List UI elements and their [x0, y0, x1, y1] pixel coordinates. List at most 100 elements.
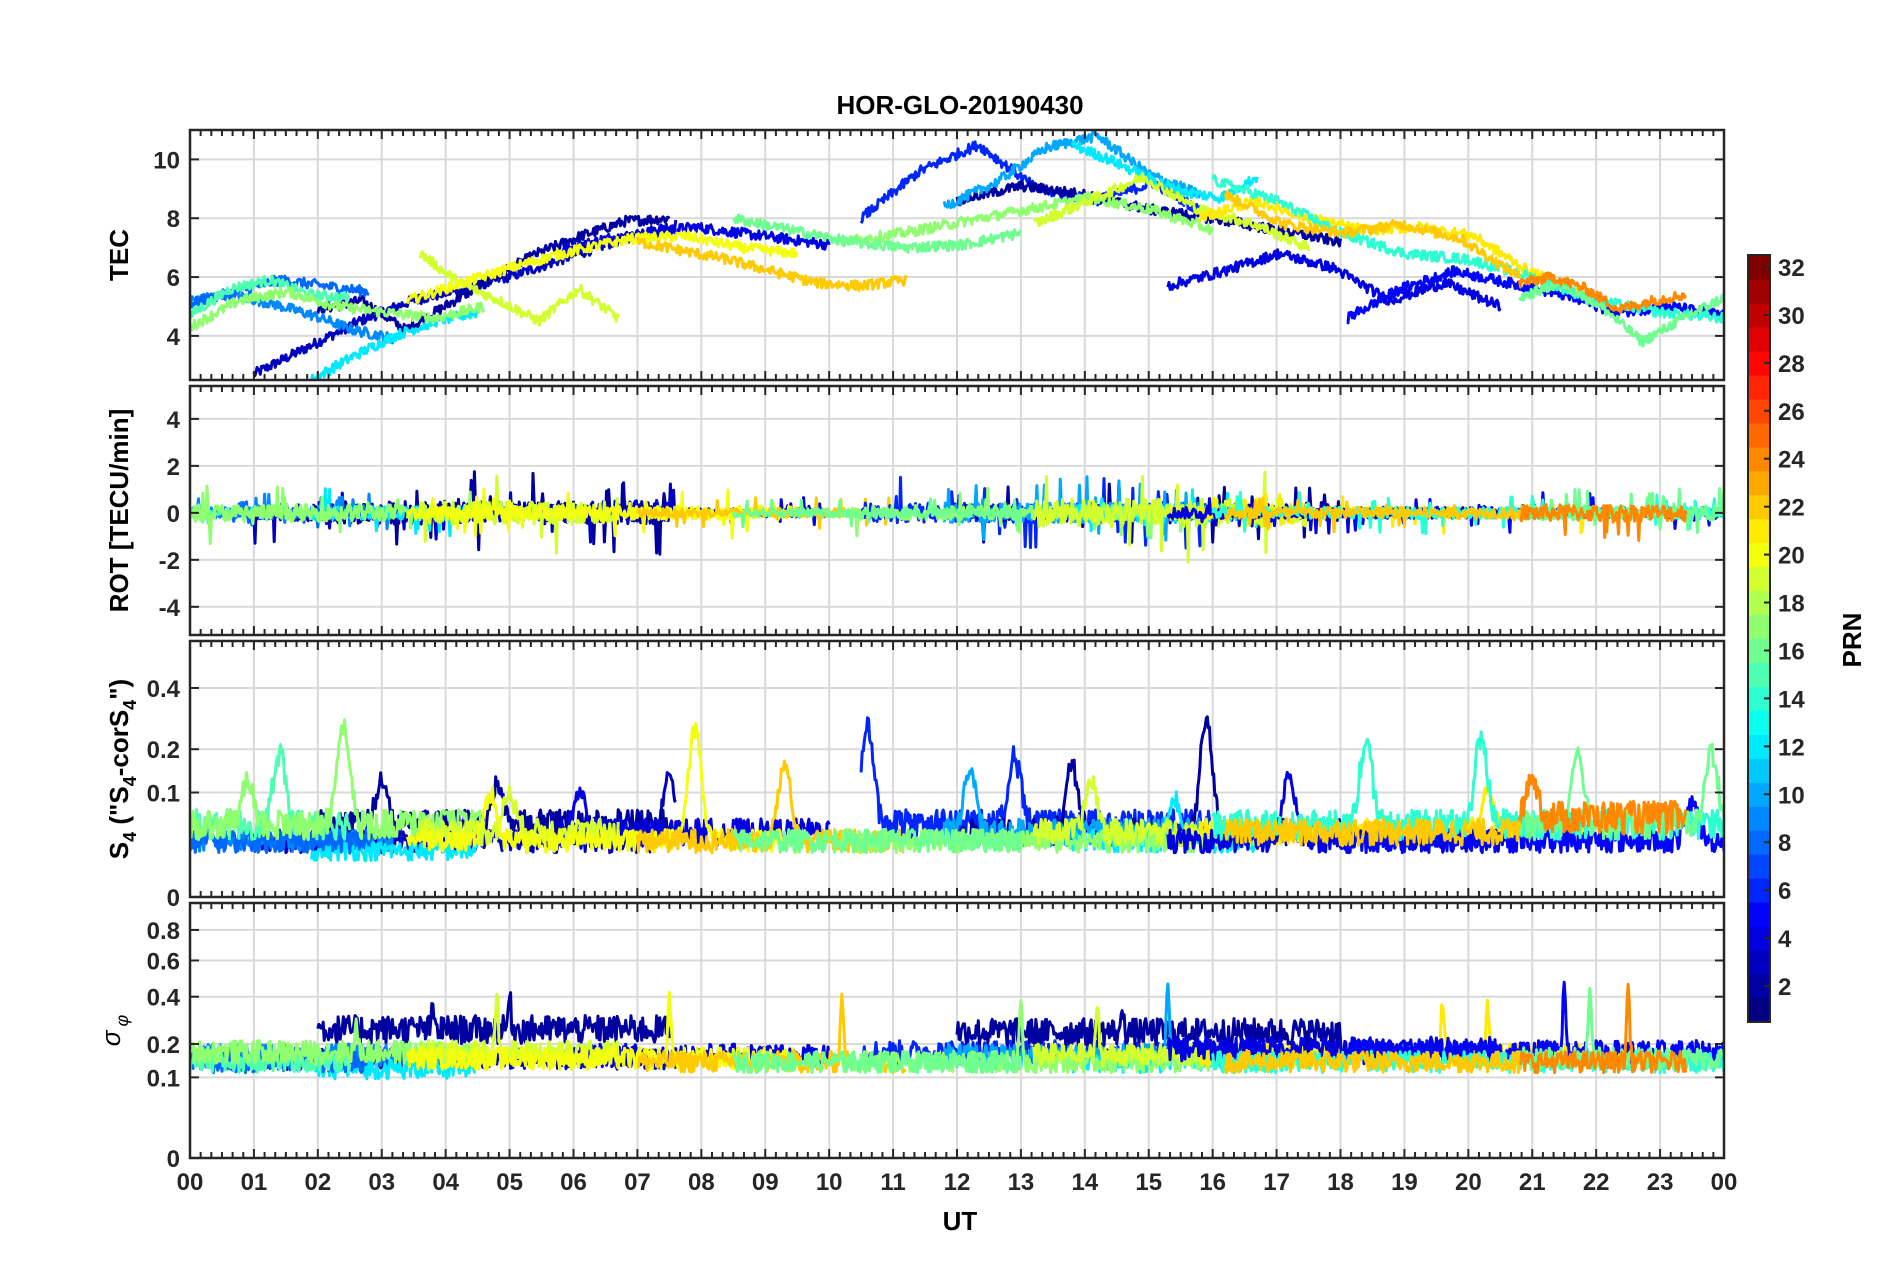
x-tick-label-1: 01 — [241, 1169, 268, 1196]
y-axis-label-sigma: σφ — [96, 1015, 132, 1047]
colorbar-label: PRN — [1837, 613, 1867, 668]
x-tick-label-12: 12 — [944, 1169, 971, 1196]
y-tick-label-s4-1: 0.1 — [147, 780, 180, 807]
colorbar-step-22 — [1748, 494, 1770, 520]
colorbar-tick-label-0: 2 — [1778, 974, 1791, 1001]
series-prn-16-tec — [1518, 277, 1724, 348]
colorbar-tick-label-8: 18 — [1778, 591, 1805, 618]
series-prn-20-tec — [405, 230, 799, 305]
series-prn-19-sigma — [418, 993, 620, 1066]
series-prn-20-sigma — [405, 991, 799, 1071]
y-tick-label-tec-1: 6 — [167, 265, 180, 292]
y-tick-label-s4-3: 0.4 — [147, 676, 181, 703]
colorbar-tick-label-4: 10 — [1778, 782, 1805, 809]
x-tick-labels: 00 01 02 03 04 05 06 07 08 09 10 11 12 13 14 15 16 17 18 19… — [177, 1169, 1738, 1196]
y-tick-label-rot-1: -2 — [159, 548, 180, 575]
x-tick-label-24: 00 — [1711, 1169, 1738, 1196]
colorbar-step-31 — [1748, 278, 1770, 304]
y-tick-label-sigma-0: 0 — [167, 1146, 180, 1173]
series-prn-16-tec — [732, 213, 1022, 254]
colorbar-tick-label-9: 20 — [1778, 543, 1805, 570]
x-tick-label-9: 09 — [752, 1169, 779, 1196]
colorbar-step-29 — [1748, 326, 1770, 352]
series-prn-20-rot — [405, 487, 798, 540]
colorbar-step-17 — [1748, 614, 1770, 640]
series-prn-17-rot — [840, 486, 1215, 540]
colorbar-step-15 — [1748, 662, 1770, 688]
series-prn-16-rot — [731, 497, 1023, 529]
panel-s4-frame — [188, 639, 1726, 899]
series-prn-14-tec — [1211, 174, 1724, 324]
chart-title: HOR-GLO-20190430 — [836, 90, 1083, 120]
colorbar-step-32 — [1748, 255, 1770, 280]
series-prn-21-tec — [1198, 194, 1585, 298]
x-tick-label-20: 20 — [1455, 1169, 1482, 1196]
x-tick-label-17: 17 — [1263, 1169, 1290, 1196]
colorbar-step-12 — [1748, 734, 1770, 759]
series-prn-10-tec — [942, 130, 1202, 210]
series-prn-15-tec — [190, 274, 351, 319]
series-prn-2-sigma — [955, 1009, 1342, 1048]
y-tick-label-sigma-2: 0.2 — [147, 1032, 180, 1059]
y-tick-label-tec-3: 10 — [153, 147, 180, 174]
x-tick-label-21: 21 — [1519, 1169, 1546, 1196]
panel-sigma-series — [190, 980, 1724, 1081]
colorbar-tick-label-3: 8 — [1778, 830, 1791, 857]
series-prn-24-s4 — [1518, 773, 1688, 836]
y-tick-label-s4-0: 0 — [167, 885, 180, 912]
colorbar-step-19 — [1748, 566, 1770, 592]
colorbar-tick-label-6: 14 — [1778, 686, 1805, 713]
panel-tec: 4 6 8 10 TEC — [104, 128, 1726, 382]
x-tick-label-19: 19 — [1391, 1169, 1418, 1196]
colorbar-tick-label-1: 4 — [1778, 926, 1792, 953]
series-prn-24-sigma — [1518, 982, 1688, 1075]
y-axis-label-tec: TEC — [104, 229, 134, 281]
y-tick-label-sigma-3: 0.4 — [147, 985, 181, 1012]
colorbar-step-20 — [1748, 542, 1770, 568]
x-tick-label-22: 22 — [1583, 1169, 1610, 1196]
series-prn-16-s4 — [731, 827, 1023, 855]
x-tick-label-15: 15 — [1135, 1169, 1162, 1196]
x-tick-label-10: 10 — [816, 1169, 843, 1196]
series-prn-15-s4 — [190, 743, 352, 841]
x-tick-label-8: 08 — [688, 1169, 715, 1196]
colorbar-step-1 — [1748, 998, 1770, 1023]
series-prn-16-sigma — [731, 1049, 1023, 1075]
colorbar-step-14 — [1748, 686, 1770, 712]
colorbar-step-21 — [1748, 518, 1770, 544]
x-tick-label-18: 18 — [1327, 1169, 1354, 1196]
colorbar-step-6 — [1748, 878, 1770, 903]
panel-rot-series — [190, 470, 1724, 564]
x-tick-label-23: 23 — [1647, 1169, 1674, 1196]
colorbar-step-18 — [1748, 590, 1770, 616]
colorbar-step-26 — [1748, 398, 1770, 424]
series-prn-4-tec — [560, 221, 831, 255]
colorbar-step-7 — [1748, 854, 1770, 879]
colorbar-step-9 — [1748, 806, 1770, 831]
colorbar-frame — [1747, 254, 1771, 1023]
x-tick-label-14: 14 — [1071, 1169, 1098, 1196]
colorbar-step-11 — [1748, 758, 1770, 783]
panel-tec-series — [190, 130, 1724, 380]
series-prn-22-sigma — [1223, 1049, 1521, 1075]
colorbar-tick-label-15: 32 — [1778, 255, 1805, 282]
series-prn-19-rot — [418, 474, 620, 555]
colorbar-step-3 — [1748, 950, 1770, 975]
x-tick-label-16: 16 — [1199, 1169, 1226, 1196]
colorbar-tick-label-12: 26 — [1778, 399, 1805, 426]
x-tick-label-0: 00 — [177, 1169, 204, 1196]
colorbar-step-16 — [1748, 638, 1770, 664]
colorbar-step-2 — [1748, 974, 1770, 999]
colorbar-step-30 — [1748, 302, 1770, 328]
colorbar-step-25 — [1748, 422, 1770, 448]
series-prn-24-tec — [1518, 271, 1687, 314]
panel-rot-frame — [188, 384, 1726, 637]
series-prn-17-tec — [190, 286, 486, 332]
y-tick-label-rot-3: 2 — [167, 454, 180, 481]
colorbar-tick-label-11: 24 — [1778, 447, 1805, 474]
x-tick-label-3: 03 — [368, 1169, 395, 1196]
series-prn-4-tec — [1166, 248, 1502, 312]
series-prn-22-tec — [635, 236, 908, 292]
colorbar-tick-label-5: 12 — [1778, 734, 1805, 761]
